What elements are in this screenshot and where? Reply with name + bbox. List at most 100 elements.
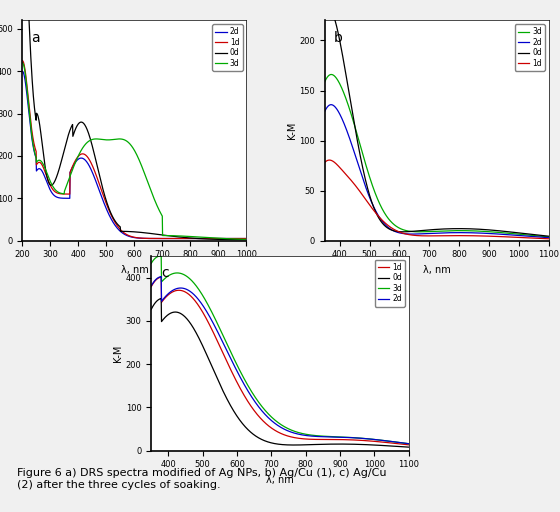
1d bbox=[189, 236, 195, 242]
Y-axis label: K-M: K-M bbox=[113, 345, 123, 362]
2d bbox=[148, 283, 155, 289]
2d bbox=[164, 291, 171, 297]
3d bbox=[298, 430, 305, 436]
1d bbox=[33, 148, 40, 155]
3d bbox=[343, 434, 350, 440]
Line: 2d: 2d bbox=[151, 276, 409, 444]
3d bbox=[212, 235, 218, 241]
0d bbox=[370, 442, 377, 448]
Line: 0d: 0d bbox=[151, 298, 409, 447]
1d bbox=[162, 236, 169, 242]
1d bbox=[298, 436, 305, 442]
1d bbox=[305, 436, 311, 442]
2d bbox=[158, 273, 165, 280]
Line: 1d: 1d bbox=[325, 160, 549, 239]
1d bbox=[335, 163, 342, 169]
0d bbox=[162, 232, 169, 239]
1d bbox=[343, 437, 350, 443]
0d bbox=[464, 226, 471, 232]
2d bbox=[492, 231, 498, 237]
3d bbox=[189, 233, 195, 240]
Text: Figure 6 a) DRS spectra modified of Ag NPs, b) Ag/Cu (1), c) Ag/Cu
(2) after the: Figure 6 a) DRS spectra modified of Ag N… bbox=[17, 468, 386, 490]
0d bbox=[189, 235, 195, 241]
3d bbox=[405, 441, 412, 447]
2d bbox=[239, 236, 245, 242]
1d bbox=[492, 233, 498, 240]
2d bbox=[328, 101, 334, 108]
3d bbox=[458, 227, 464, 233]
3d bbox=[148, 260, 155, 266]
0d bbox=[326, 6, 333, 12]
3d bbox=[164, 273, 171, 280]
2d bbox=[243, 236, 250, 242]
0d bbox=[343, 441, 350, 447]
X-axis label: λ, nm: λ, nm bbox=[423, 265, 451, 275]
3d bbox=[492, 229, 498, 235]
2d bbox=[343, 434, 350, 440]
2d bbox=[162, 236, 169, 242]
1d bbox=[212, 236, 218, 242]
2d bbox=[33, 155, 40, 161]
2d bbox=[149, 236, 156, 242]
Line: 2d: 2d bbox=[325, 104, 549, 238]
0d bbox=[149, 230, 156, 237]
0d bbox=[155, 231, 162, 238]
3d bbox=[312, 433, 319, 439]
Line: 2d: 2d bbox=[22, 71, 246, 239]
1d bbox=[240, 236, 246, 242]
0d bbox=[305, 442, 311, 448]
1d bbox=[155, 236, 162, 242]
3d bbox=[19, 60, 26, 66]
Line: 3d: 3d bbox=[22, 63, 246, 239]
Legend: 1d, 0d, 3d, 2d: 1d, 0d, 3d, 2d bbox=[375, 260, 405, 307]
Text: c: c bbox=[161, 266, 169, 280]
Text: b: b bbox=[334, 32, 343, 46]
3d bbox=[149, 191, 156, 198]
0d bbox=[33, 117, 40, 123]
1d bbox=[243, 236, 250, 242]
1d bbox=[158, 274, 165, 280]
0d bbox=[492, 227, 498, 233]
3d bbox=[452, 227, 459, 233]
1d bbox=[149, 236, 156, 242]
0d bbox=[148, 306, 155, 312]
2d bbox=[19, 68, 26, 74]
3d bbox=[305, 432, 311, 438]
0d bbox=[458, 226, 464, 232]
3d bbox=[464, 228, 471, 234]
2d bbox=[155, 236, 162, 242]
3d bbox=[515, 231, 521, 237]
0d bbox=[335, 33, 342, 39]
3d bbox=[545, 234, 552, 240]
2d bbox=[545, 234, 552, 241]
Text: a: a bbox=[31, 32, 40, 46]
0d bbox=[243, 237, 250, 243]
1d bbox=[321, 159, 328, 165]
3d bbox=[157, 253, 164, 259]
3d bbox=[335, 79, 342, 85]
1d bbox=[515, 234, 521, 241]
1d bbox=[405, 442, 412, 448]
2d bbox=[298, 432, 305, 438]
0d bbox=[158, 295, 165, 302]
1d bbox=[458, 232, 464, 239]
2d bbox=[312, 433, 319, 439]
1d bbox=[312, 436, 319, 442]
2d bbox=[189, 236, 195, 242]
Line: 0d: 0d bbox=[325, 9, 549, 236]
3d bbox=[243, 236, 250, 242]
Line: 0d: 0d bbox=[22, 0, 246, 240]
2d bbox=[405, 441, 412, 447]
Legend: 3d, 2d, 0d, 1d: 3d, 2d, 0d, 1d bbox=[515, 24, 545, 71]
2d bbox=[370, 436, 377, 442]
0d bbox=[312, 441, 319, 447]
0d bbox=[452, 226, 459, 232]
0d bbox=[298, 442, 305, 448]
0d bbox=[164, 312, 171, 318]
Y-axis label: K-M: K-M bbox=[287, 122, 297, 139]
1d bbox=[19, 58, 26, 64]
1d bbox=[545, 236, 552, 242]
2d bbox=[452, 229, 459, 236]
Legend: 2d, 1d, 0d, 3d: 2d, 1d, 0d, 3d bbox=[212, 24, 242, 71]
Line: 1d: 1d bbox=[22, 61, 246, 239]
